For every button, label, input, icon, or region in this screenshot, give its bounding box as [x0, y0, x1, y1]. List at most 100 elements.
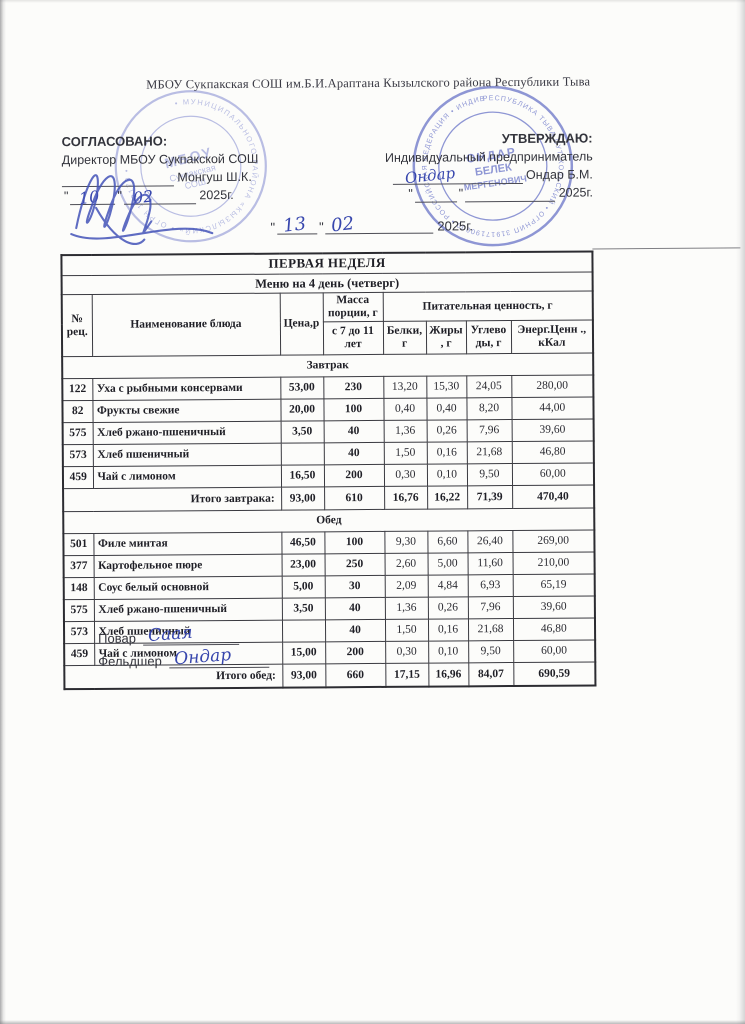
- cell-price: 16,50: [280, 464, 325, 488]
- cell-dish-name: Хлеб ржано-пшеничный: [93, 598, 282, 622]
- col-header-protein: Белки, г: [382, 321, 427, 355]
- cell-energy: 280,00: [511, 374, 594, 398]
- approved-signature-line: Ондар Ондар Б.М.: [385, 163, 593, 188]
- cell-price: 3,50: [281, 597, 325, 621]
- cell-price: [280, 442, 324, 466]
- date-month-line: 02: [325, 213, 434, 236]
- cell-dish-name: Филе минтая: [93, 532, 282, 556]
- cell-recipe-no: 148: [63, 577, 94, 600]
- cell-recipe-no: 573: [62, 444, 93, 467]
- quote-mark: ": [63, 189, 69, 204]
- agreed-name: Монгуш Ш.К.: [177, 169, 252, 185]
- paramedic-signature: Ондар: [173, 645, 232, 670]
- cell-carbs: 9,50: [466, 463, 513, 486]
- cell-dish-name: Чай с лимоном: [92, 465, 282, 489]
- scan-edge-right: [736, 0, 745, 1024]
- cell-dish-name: Хлеб ржано-пшеничный: [92, 421, 281, 445]
- cell-carbs: 26,40: [467, 530, 513, 553]
- cell-carbs: 7,96: [467, 596, 513, 619]
- cell-portion-mass: 40: [323, 420, 384, 443]
- cell-recipe-no: 501: [63, 533, 94, 556]
- cell-carbs: 84,07: [468, 662, 514, 687]
- cell-portion-mass: 40: [323, 442, 384, 465]
- cell-carbs: 7,96: [466, 419, 512, 442]
- cell-price: 15,00: [282, 641, 326, 665]
- cell-portion-mass: 610: [324, 486, 385, 510]
- cell-fat: 0,10: [426, 463, 468, 487]
- paramedic-line: Фельдшер Ондар: [98, 645, 270, 672]
- scan-artifact-line: [592, 247, 741, 250]
- col-header-energy: Энерг.Ценн ., кКал: [510, 319, 594, 354]
- cell-price: 3,50: [280, 420, 324, 444]
- cell-portion-mass: 30: [324, 575, 385, 598]
- cell-fat: 4,84: [427, 574, 468, 598]
- scan-edge-bottom: [0, 1020, 745, 1024]
- cell-dish-name: Уха с рыбными консервами: [92, 377, 281, 401]
- cell-recipe-no: 575: [62, 422, 93, 445]
- cell-fat: 5,00: [427, 552, 468, 576]
- cell-carbs: 11,60: [467, 552, 513, 575]
- cell-protein: 0,30: [383, 464, 428, 487]
- cell-dish-name: Картофельное пюре: [93, 554, 282, 578]
- cell-energy: 46,80: [511, 440, 594, 464]
- cell-price: 93,00: [281, 486, 325, 511]
- cell-dish-name: Фрукты свежие: [92, 399, 281, 423]
- cell-price: 20,00: [280, 398, 324, 422]
- cell-carbs: 21,68: [467, 618, 514, 641]
- cell-price: [281, 619, 326, 643]
- signature-line: [61, 171, 174, 188]
- cell-fat: 0,10: [428, 640, 469, 664]
- cell-energy: 46,80: [512, 617, 596, 641]
- cell-portion-mass: 230: [323, 376, 384, 399]
- cell-price: 23,00: [281, 553, 325, 577]
- cell-protein: 17,15: [385, 663, 429, 687]
- quote-mark: ": [270, 219, 276, 235]
- date-day-line: 10: [70, 186, 116, 209]
- cell-protein: 1,50: [383, 442, 427, 465]
- approved-date-line: " " 2025г.: [385, 183, 593, 203]
- cell-fat: 15,30: [426, 375, 467, 399]
- cell-recipe-no: 459: [62, 466, 94, 489]
- cell-energy: 44,00: [511, 396, 594, 420]
- cook-line: Повар Саая: [98, 623, 269, 649]
- cell-fat: 0,26: [427, 596, 468, 620]
- col-header-carbs: Углево ды, г: [465, 320, 512, 354]
- cell-recipe-no: 377: [63, 555, 94, 578]
- cell-energy: 65,19: [512, 573, 595, 597]
- cell-recipe-no: 575: [63, 599, 94, 622]
- approval-blocks: СОГЛАСОВАНО: Директор МБОУ Сукпакской СО…: [61, 129, 593, 209]
- agreed-signature-line: Монгуш Ш.К.: [61, 168, 259, 188]
- page-title: МБОУ Сукпакская СОШ им.Б.И.Араптана Кызы…: [146, 74, 591, 92]
- cell-fat: 0,16: [426, 441, 467, 465]
- cell-carbs: 6,93: [467, 574, 513, 597]
- handwritten-day: 10: [78, 186, 101, 209]
- cook-signature-line: Саая: [143, 623, 240, 646]
- entrepreneur-signature: Ондар: [403, 163, 456, 188]
- agreed-date-line: " 10 " 02 2025г.: [62, 186, 259, 209]
- cell-carbs: 9,50: [468, 640, 514, 663]
- cell-portion-mass: 40: [324, 619, 386, 642]
- cell-fat: 0,40: [426, 397, 467, 421]
- col-header-mass-group: Масса порции, г: [322, 292, 383, 322]
- handwritten-month: 02: [131, 186, 155, 208]
- cell-fat: 16,22: [427, 485, 468, 510]
- cell-fat: 6,60: [427, 530, 468, 554]
- date-month-line: [465, 186, 556, 203]
- document-date-line: " 13 " 02 2025г.: [0, 213, 743, 237]
- approved-name: Ондар Б.М.: [525, 167, 593, 182]
- approved-role: Индивидуальный предприниматель: [384, 149, 593, 165]
- cell-protein: 1,36: [383, 420, 427, 443]
- cell-protein: 16,76: [384, 486, 428, 510]
- date-day-line: [414, 187, 457, 203]
- col-header-nutrition-group: Питательная ценность, г: [382, 290, 593, 322]
- cell-portion-mass: 660: [325, 663, 386, 688]
- col-header-dish: Наименование блюда: [91, 293, 281, 357]
- handwritten-month: 02: [330, 212, 356, 237]
- cell-protein: 1,36: [384, 597, 428, 620]
- quote-mark: ": [319, 219, 324, 235]
- cell-price: 53,00: [280, 376, 324, 400]
- table-header-row: № рец. Наименование блюда Цена,р Масса п…: [61, 290, 593, 357]
- cell-recipe-no: 122: [62, 378, 93, 401]
- cell-energy: 470,40: [512, 484, 595, 509]
